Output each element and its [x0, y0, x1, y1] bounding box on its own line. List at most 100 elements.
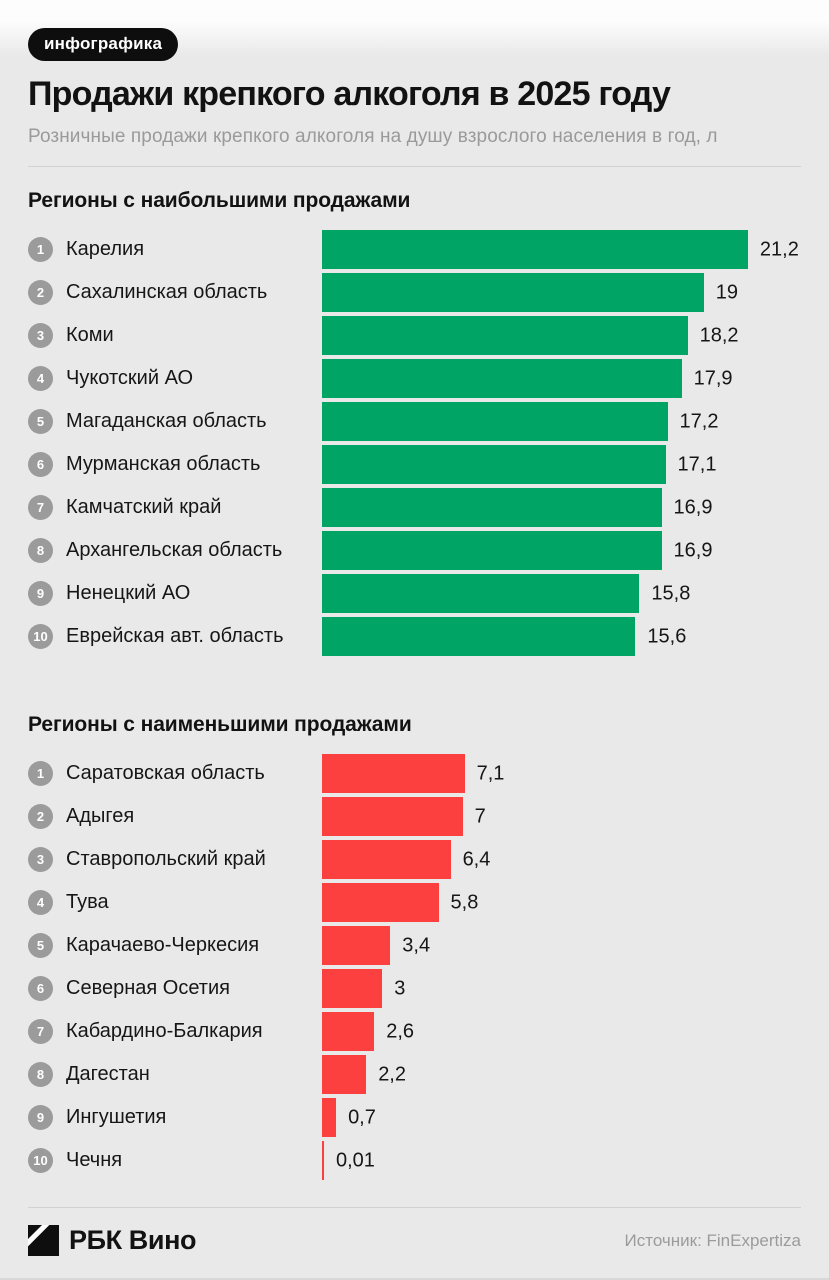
region-label: Кабардино-Балкария [66, 1020, 263, 1043]
region-label: Северная Осетия [66, 977, 230, 1000]
value-bar [322, 1055, 367, 1095]
bottom-edge [0, 1278, 829, 1280]
value-bar [322, 488, 662, 528]
region-label: Ненецкий АО [66, 582, 191, 605]
section-title-top: Регионы с наибольшими продажами [28, 189, 411, 213]
rank-badge: 9 [28, 581, 53, 607]
rank-badge: 8 [28, 1062, 53, 1088]
region-label: Карелия [66, 238, 145, 261]
rank-badge: 1 [28, 237, 53, 263]
chart-row: 3 Ставропольский край 6,4 [28, 840, 801, 880]
chart-row: 2 Адыгея 7 [28, 797, 801, 837]
value-label: 5,8 [450, 891, 479, 914]
value-bar [322, 316, 688, 356]
value-label: 17,2 [679, 410, 719, 433]
chart-row: 6 Мурманская область 17,1 [28, 445, 801, 485]
rank-badge: 7 [28, 1019, 53, 1045]
rank-badge: 10 [28, 624, 53, 650]
chart-row: 9 Ингушетия 0,7 [28, 1098, 801, 1138]
chart-row: 7 Кабардино-Балкария 2,6 [28, 1012, 801, 1052]
value-bar [322, 445, 666, 485]
region-label: Чечня [66, 1149, 123, 1172]
chart-row: 9 Ненецкий АО 15,8 [28, 574, 801, 614]
value-label: 2,6 [386, 1020, 415, 1043]
brand-name: РБК Вино [69, 1225, 197, 1256]
rank-badge: 3 [28, 323, 53, 349]
region-label: Ингушетия [66, 1106, 167, 1129]
chart-row: 3 Коми 18,2 [28, 316, 801, 356]
value-label: 15,6 [647, 625, 687, 648]
rank-badge: 2 [28, 804, 53, 830]
source-credit: Источник: FinExpertiza [624, 1230, 802, 1250]
value-label: 0,7 [348, 1106, 376, 1129]
rank-badge: 10 [28, 1148, 53, 1174]
chart-row: 2 Сахалинская область 19 [28, 273, 801, 313]
value-label: 17,1 [677, 453, 717, 476]
value-bar [322, 273, 704, 313]
value-bar [322, 230, 748, 270]
footer-divider [28, 1207, 801, 1209]
region-label: Чукотский АО [66, 367, 194, 390]
chart-row: 1 Саратовская область 7,1 [28, 754, 801, 794]
value-label: 7 [474, 805, 486, 828]
region-label: Дагестан [66, 1063, 150, 1086]
region-label: Карачаево-Черкесия [66, 934, 260, 957]
value-bar [322, 797, 463, 837]
value-label: 19 [715, 281, 738, 304]
value-bar [322, 754, 465, 794]
chart-row: 10 Еврейская авт. область 15,6 [28, 617, 801, 657]
rank-badge: 5 [28, 409, 53, 435]
footer: РБК Вино Источник: FinExpertiza [28, 1225, 802, 1257]
chart-row: 5 Карачаево-Черкесия 3,4 [28, 926, 801, 966]
value-bar [322, 574, 640, 614]
rank-badge: 8 [28, 538, 53, 564]
region-label: Ставропольский край [66, 848, 266, 871]
chart-row: 10 Чечня 0,01 [28, 1141, 801, 1181]
section-bottom-regions: Регионы с наименьшими продажами 1 Саратов… [28, 713, 801, 1181]
value-bar [322, 1141, 324, 1181]
region-label: Сахалинская область [66, 281, 268, 304]
value-bar [322, 402, 668, 442]
rank-badge: 3 [28, 847, 53, 873]
value-bar [322, 926, 391, 966]
value-bar [322, 840, 451, 880]
chart-row: 4 Тува 5,8 [28, 883, 801, 923]
chart-row: 7 Камчатский край 16,9 [28, 488, 801, 528]
section-top-regions: Регионы с наибольшими продажами 1 Карелия… [28, 189, 801, 657]
rank-badge: 5 [28, 933, 53, 959]
rank-badge: 7 [28, 495, 53, 521]
region-label: Камчатский край [66, 496, 222, 519]
rank-badge: 4 [28, 366, 53, 392]
chart-row: 6 Северная Осетия 3 [28, 969, 801, 1009]
value-label: 0,01 [336, 1149, 375, 1172]
rbc-logo-icon [28, 1225, 59, 1257]
region-label: Еврейская авт. область [66, 625, 284, 648]
region-label: Магаданская область [66, 410, 267, 433]
value-label: 7,1 [476, 762, 505, 785]
rank-badge: 2 [28, 280, 53, 306]
value-label: 6,4 [462, 848, 491, 871]
rank-badge: 1 [28, 761, 53, 787]
value-label: 3,4 [402, 934, 431, 957]
rank-badge: 4 [28, 890, 53, 916]
value-label: 17,9 [693, 367, 733, 390]
chart-row: 8 Архангельская область 16,9 [28, 531, 801, 571]
brand: РБК Вино [28, 1225, 197, 1257]
region-label: Коми [66, 324, 114, 347]
value-label: 3 [394, 977, 406, 1000]
chart-row: 8 Дагестан 2,2 [28, 1055, 801, 1095]
value-bar [322, 883, 439, 923]
page-subtitle: Розничные продажи крепкого алкоголя на д… [28, 126, 718, 148]
page-title: Продажи крепкого алкоголя в 2025 году [28, 75, 671, 113]
region-label: Архангельская область [66, 539, 283, 562]
rank-badge: 6 [28, 976, 53, 1002]
value-label: 16,9 [673, 496, 713, 519]
region-label: Саратовская область [66, 762, 265, 785]
chart-row: 4 Чукотский АО 17,9 [28, 359, 801, 399]
value-label: 15,8 [651, 582, 691, 605]
region-label: Адыгея [66, 805, 135, 828]
header-divider [28, 166, 801, 168]
chart-row: 1 Карелия 21,2 [28, 230, 801, 270]
value-bar [322, 969, 383, 1009]
region-label: Мурманская область [66, 453, 261, 476]
